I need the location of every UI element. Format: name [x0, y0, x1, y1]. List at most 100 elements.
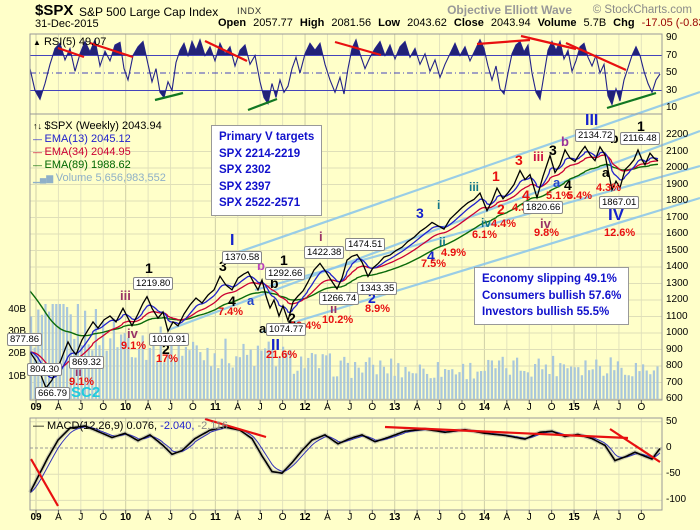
wave-label: a [259, 321, 267, 336]
price-callout: 2134.72 [575, 129, 616, 142]
rsi-axis-tick: 10 [666, 102, 678, 113]
x-axis-label: O [189, 402, 197, 413]
wave-label: iii [533, 149, 544, 164]
x-axis-label: A [593, 402, 600, 413]
target-line: SPX 2522-2571 [219, 197, 301, 209]
wave-label: 1 [280, 252, 288, 268]
wave-label: 3 [219, 258, 227, 274]
x-axis-label: J [78, 402, 84, 413]
legend-icon: ▁▄▆ [33, 173, 56, 183]
x-axis-label: J [168, 512, 174, 523]
date-text: 31-Dec-2015 [35, 18, 99, 30]
x-axis-label: O [368, 402, 377, 413]
legend-text: EMA(13) 2045.12 [44, 133, 131, 145]
exchange-label: INDX [237, 6, 262, 17]
percent-label: 10.2% [322, 314, 354, 326]
rsi-legend: ▲ RSI(5) 49.07 [33, 36, 106, 48]
quote-field-value: 5.7B [583, 17, 607, 29]
brand-text: Objective Elliott Wave [447, 3, 572, 17]
price-callout: 804.30 [27, 363, 63, 376]
wave-label: 1 [492, 168, 500, 184]
wave-label: 1 [637, 118, 645, 134]
price-callout: 1820.66 [523, 201, 564, 214]
wave-label: a [553, 175, 561, 190]
legend-text: EMA(89) 1988.62 [44, 159, 131, 171]
percent-label: 8.9% [365, 303, 391, 315]
x-axis-label: 14 [478, 402, 490, 413]
x-axis-label: A [234, 512, 242, 523]
macd-label-part: -2.040, [157, 420, 195, 432]
wave-label: iv [127, 326, 138, 341]
x-axis-label: A [324, 402, 331, 413]
wave-label: 4 [427, 248, 435, 264]
quote-field-label: Volume [537, 17, 577, 29]
wave-label: 1 [145, 260, 153, 276]
x-axis-label: J [526, 402, 532, 413]
volume-axis-tick: 20B [8, 348, 26, 360]
volume-axis-tick: 10B [8, 370, 26, 382]
x-axis-label: 15 [568, 512, 580, 523]
legend-text: Volume 5,656,983,552 [55, 172, 166, 184]
x-axis-label: J [257, 512, 263, 523]
wave-label: ii [330, 301, 338, 316]
price-axis-tick: 1800 [666, 195, 689, 206]
macd-label-part: -2.116 [194, 420, 228, 432]
site-credit: © StockCharts.com [592, 4, 692, 16]
quote-field-label: Close [453, 17, 484, 29]
x-axis-label: O [637, 512, 646, 523]
quote-row: Open 2057.77 High 2081.56 Low 2043.62 Close 204… [218, 17, 700, 29]
x-axis-label: 12 [299, 512, 311, 523]
quote-field-label: Chg [613, 17, 635, 29]
price-axis-tick: 600 [666, 393, 683, 404]
wave-label: iv [540, 216, 551, 231]
wave-label: I [230, 232, 235, 249]
macd-label-part: — MACD(12,26,9) 0.076, [33, 420, 158, 432]
x-axis-label: A [413, 402, 421, 413]
price-axis-tick: 1400 [666, 261, 689, 272]
x-axis-label: A [593, 512, 600, 523]
price-callout: 869.32 [69, 356, 105, 369]
target-line: SPX 2397 [219, 180, 271, 193]
percent-label: 12.6% [604, 227, 636, 239]
legend-line: — EMA(13) 2045.12 [33, 133, 166, 146]
wave-label: 4 [564, 177, 572, 193]
wave-label: 2 [368, 290, 376, 306]
sentiment-box: Economy slipping 49.1% Consumers bullish … [474, 267, 630, 325]
x-axis-label: A [234, 402, 242, 413]
quote-field-value: -17.05 (-0.83%) [641, 17, 700, 29]
price-callout: 1292.66 [265, 267, 306, 280]
wave-label: iv [481, 216, 492, 230]
indicator-icon: ▲ [33, 38, 41, 47]
x-axis-label: A [324, 512, 331, 523]
percent-label: 21.6% [266, 349, 298, 361]
price-axis-tick: 1300 [666, 277, 689, 289]
x-axis-label: O [458, 512, 466, 523]
x-axis-label: 15 [568, 402, 580, 413]
wave-label: IV [608, 205, 625, 224]
x-axis-label: 14 [478, 512, 490, 523]
x-axis-label: A [55, 402, 62, 413]
rsi-label: RSI(5) 49.07 [43, 36, 107, 48]
rsi-axis-tick: 90 [666, 32, 678, 43]
price-axis-tick: 1000 [666, 327, 689, 338]
x-axis-label: O [458, 402, 466, 413]
x-axis-label: J [437, 512, 443, 523]
wave-label: SC2 [71, 384, 101, 401]
legend-icon: — [33, 160, 45, 170]
percent-label: 9.1% [69, 376, 95, 388]
wave-label: 2 [497, 201, 505, 217]
target-line: SPX 2214-2219 [219, 147, 301, 160]
x-axis-label: O [189, 512, 197, 523]
x-axis-label: O [99, 512, 108, 523]
price-callout: 2116.48 [620, 132, 660, 145]
x-axis-label: J [347, 402, 353, 413]
wave-label: 4 [228, 293, 236, 309]
legend-line: — EMA(89) 1988.62 [33, 159, 166, 172]
x-axis-label: J [257, 402, 263, 413]
percent-label: 5.1% [546, 190, 572, 202]
price-callout: 1010.91 [149, 333, 190, 346]
price-axis-tick: 1700 [666, 211, 689, 223]
x-axis-label: J [78, 512, 84, 523]
percent-label: 6.1% [472, 229, 498, 241]
